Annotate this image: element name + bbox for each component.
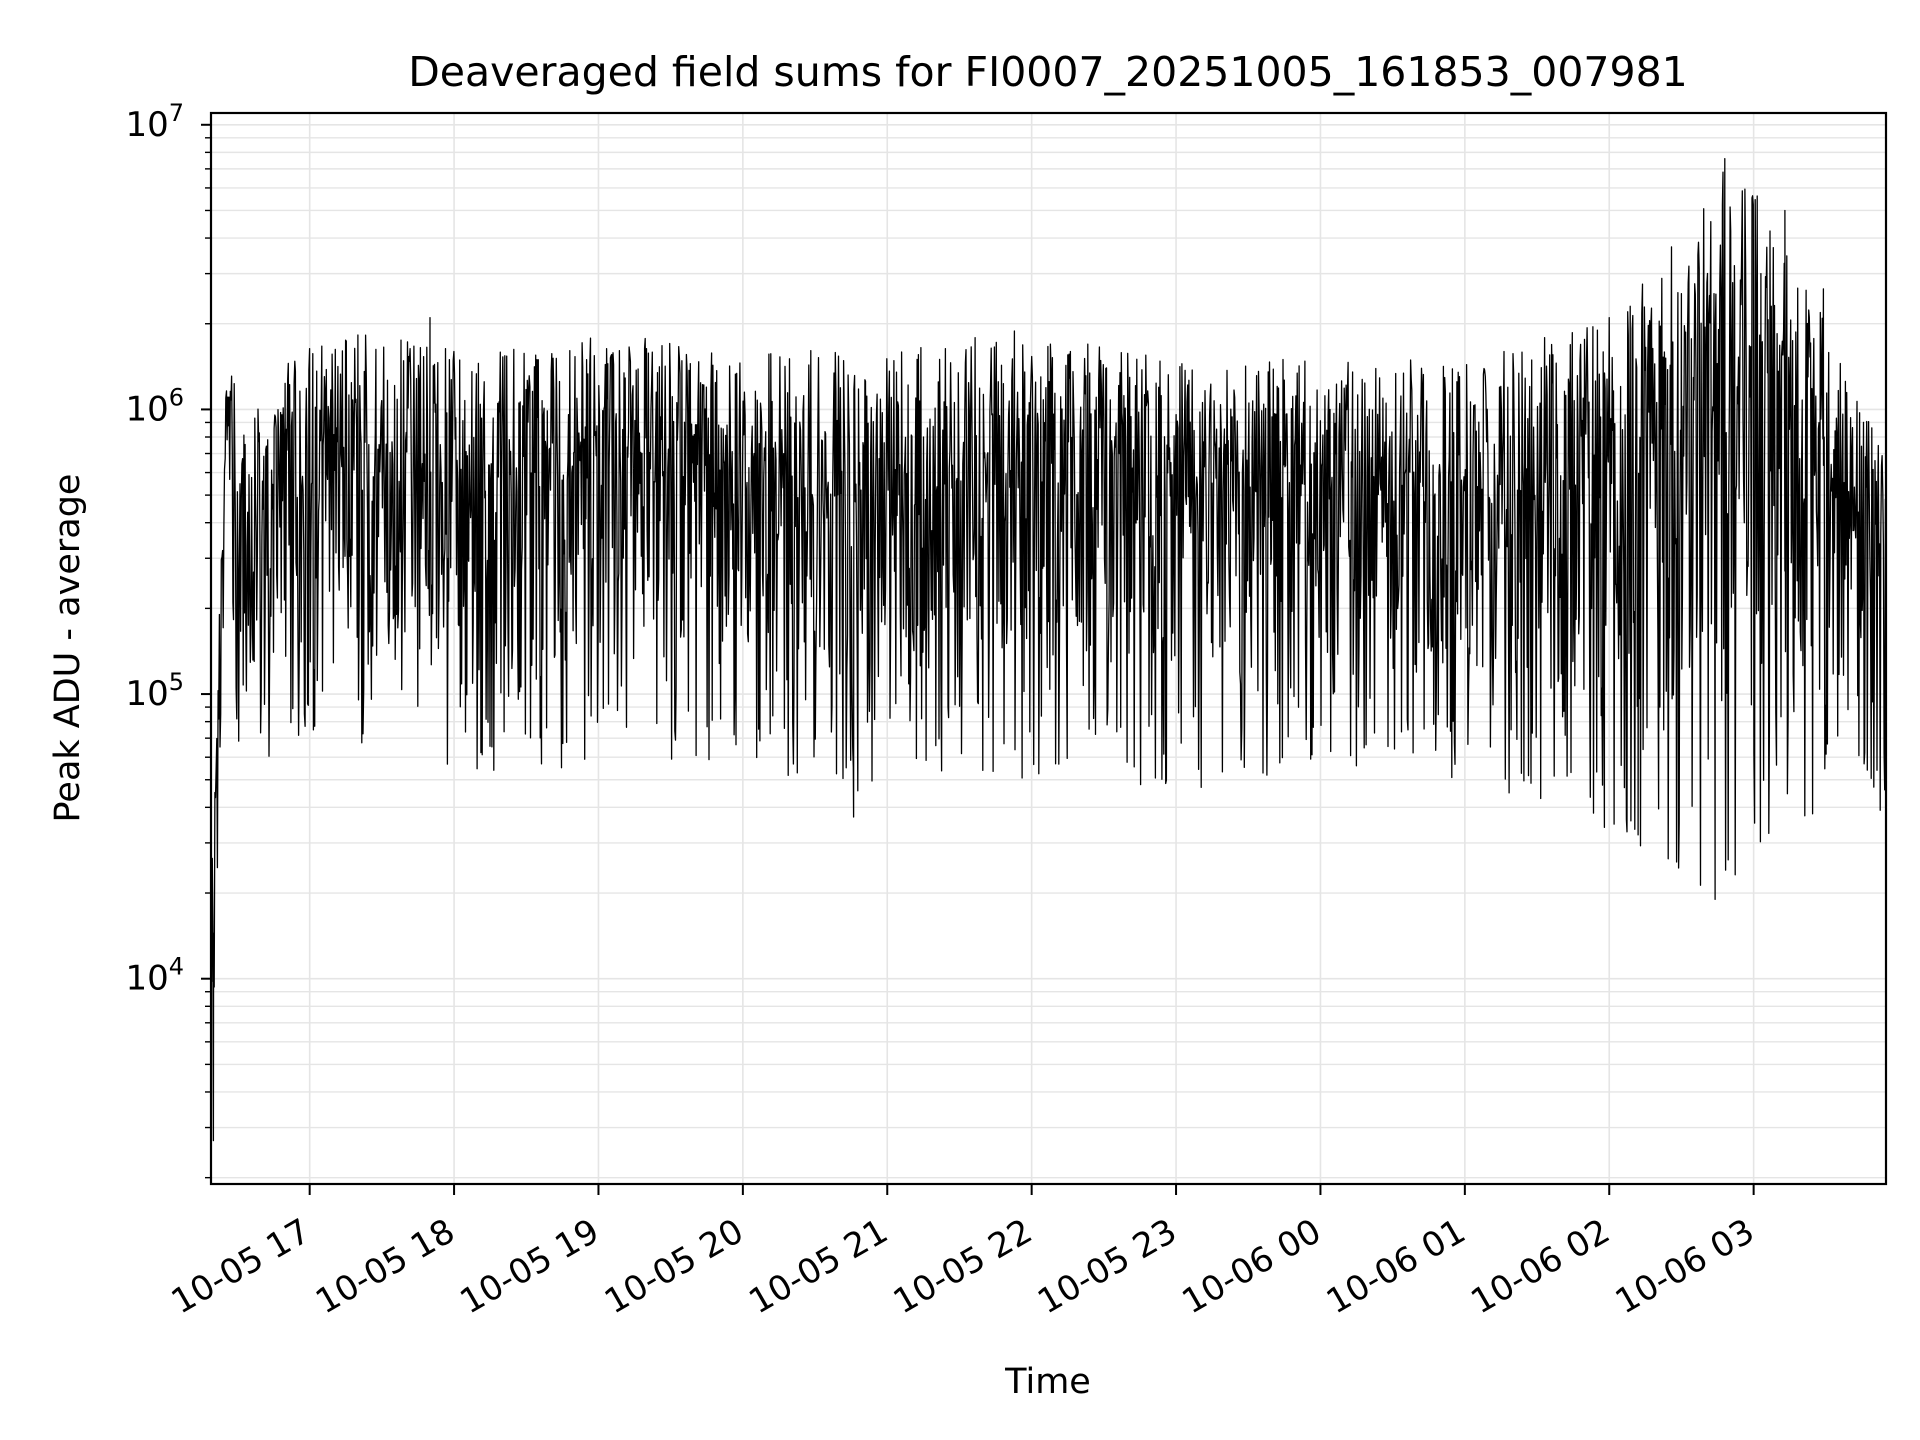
y-tick-label: 107 <box>125 99 184 145</box>
y-tick-label: 106 <box>125 383 184 429</box>
y-tick-base: 10 <box>125 389 168 429</box>
series-layer <box>210 158 1887 1142</box>
y-tick-exponent: 7 <box>169 99 184 127</box>
series-line-peak-adu <box>210 158 1887 1142</box>
y-tick-exponent: 4 <box>169 953 184 981</box>
y-tick-base: 10 <box>125 959 168 999</box>
y-tick-exponent: 5 <box>169 668 184 696</box>
y-tick-base: 10 <box>125 674 168 714</box>
plot-area-frame <box>209 111 1888 1186</box>
x-axis-label: Time <box>1004 1362 1091 1402</box>
y-tick-label: 105 <box>125 668 184 714</box>
y-axis-label: Peak ADU - average <box>48 474 88 823</box>
chart-title: Deaveraged field sums for FI0007_2025100… <box>408 48 1688 96</box>
y-tick-exponent: 6 <box>169 383 184 411</box>
y-tick-label: 104 <box>125 953 184 999</box>
y-tick-base: 10 <box>125 105 168 145</box>
